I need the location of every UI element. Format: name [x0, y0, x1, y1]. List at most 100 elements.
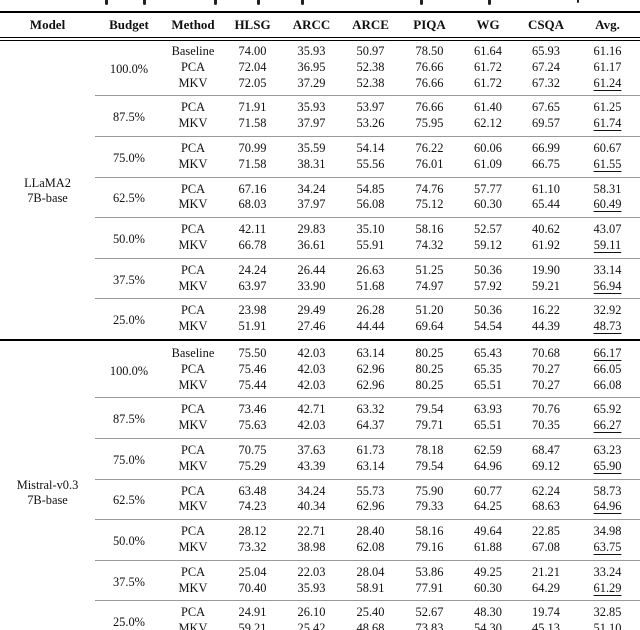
- score-piqa: 79.71: [415, 418, 444, 433]
- score-avg: 56.94: [575, 279, 640, 299]
- score-csqa: 70.68: [517, 338, 575, 362]
- score-avg: 32.85: [575, 600, 640, 622]
- score-hlsg: 51.91: [238, 319, 267, 334]
- score-arcc: 37.97: [297, 116, 326, 131]
- score-arcc: 35.93: [297, 580, 326, 595]
- score-wg: 60.30: [474, 197, 502, 212]
- score-piqa: 79.54: [415, 458, 444, 473]
- score-csqa: 67.08: [532, 539, 560, 554]
- budget-value: 50.0%: [95, 217, 163, 259]
- table-row: 75.0% PCA 70.99 35.59 54.14 76.22 60.06 66.99 60…: [0, 135, 640, 178]
- score-wg: 62.59: [459, 437, 517, 459]
- column-header-model: Model: [0, 12, 95, 41]
- score-piqa: 51.20: [400, 298, 459, 320]
- score-csqa: 22.85: [517, 519, 575, 540]
- score-arce: 61.73: [341, 437, 400, 459]
- model-name-line1: Mistral-v0.3: [16, 477, 79, 492]
- score-arcc: 42.03: [297, 418, 326, 433]
- score-wg: 65.43: [459, 338, 517, 362]
- column-header-arcc: ARCC: [282, 12, 341, 41]
- score-wg: 61.64: [474, 44, 502, 58]
- score-avg-underlined: 66.17: [593, 345, 622, 360]
- score-arce: 50.97: [356, 44, 385, 58]
- table-body: LLaMA2 7B-base 100.0% Baseline 74.00 35.93 50.…: [0, 39, 640, 630]
- score-avg: 60.49: [575, 197, 640, 217]
- table-row: 50.0% PCA 42.11 29.83 35.10 58.16 52.57 40.62 43…: [0, 217, 640, 259]
- score-hlsg: 75.50: [223, 338, 282, 362]
- table-row: MKV 66.78 36.61 55.91 74.32 59.12 61.92 59.11: [0, 238, 640, 258]
- table-row: 62.5% PCA 63.48 34.24 55.73 75.90 60.77 62.24 58…: [0, 478, 640, 520]
- method-label: MKV: [178, 621, 208, 630]
- column-header-hlsg: HLSG: [223, 12, 282, 41]
- score-wg: 54.54: [474, 319, 502, 334]
- method-label: MKV: [178, 197, 208, 212]
- score-piqa: 79.16: [415, 539, 444, 554]
- score-hlsg: 68.03: [238, 197, 267, 212]
- score-piqa: 76.66: [415, 75, 444, 90]
- score-wg: 57.77: [459, 176, 517, 198]
- score-avg: 59.11: [575, 238, 640, 258]
- method-label: PCA: [163, 478, 223, 500]
- score-wg: 49.64: [459, 519, 517, 540]
- score-piqa: 76.01: [415, 156, 444, 171]
- score-arce: 63.32: [341, 397, 400, 419]
- score-avg: 65.90: [575, 459, 640, 479]
- score-arcc: 29.83: [282, 217, 341, 238]
- column-header-budget: Budget: [95, 12, 163, 41]
- method-label: PCA: [163, 559, 223, 581]
- score-arce: 62.96: [356, 499, 385, 514]
- budget-value: 37.5%: [95, 559, 163, 601]
- score-hlsg: 59.21: [238, 621, 267, 630]
- score-arcc: 38.98: [297, 539, 326, 554]
- method-label: MKV: [178, 75, 208, 90]
- score-piqa: 76.22: [400, 135, 459, 157]
- score-piqa: 75.90: [400, 478, 459, 500]
- score-csqa: 59.21: [532, 278, 560, 293]
- score-csqa: 67.24: [532, 59, 560, 74]
- model-name: LLaMA2 7B-base: [0, 39, 95, 340]
- method-label: MKV: [178, 580, 208, 595]
- score-wg: 65.51: [474, 418, 502, 433]
- score-arcc: 34.24: [282, 478, 341, 500]
- table-row: MKV 63.97 33.90 51.68 74.97 57.92 59.21 56.94: [0, 279, 640, 299]
- score-arce: 44.44: [356, 319, 385, 334]
- score-arcc: 37.29: [297, 75, 326, 90]
- score-avg: 61.29: [575, 581, 640, 601]
- score-csqa: 64.29: [532, 580, 560, 595]
- score-wg: 60.06: [459, 135, 517, 157]
- score-piqa: 80.25: [415, 361, 444, 376]
- score-wg: 57.92: [474, 278, 502, 293]
- score-csqa: 16.22: [517, 298, 575, 320]
- table-row: 25.0% PCA 24.91 26.10 25.40 52.67 48.30 19.74 32…: [0, 600, 640, 630]
- score-avg-underlined: 59.11: [593, 237, 622, 252]
- score-avg: 66.08: [593, 377, 622, 392]
- score-csqa: 70.27: [532, 361, 560, 376]
- column-header-csqa: CSQA: [517, 12, 575, 41]
- score-wg: 61.09: [474, 156, 502, 171]
- score-avg-underlined: 63.75: [593, 539, 622, 554]
- score-arce: 26.63: [341, 257, 400, 279]
- score-piqa: 73.83: [415, 621, 444, 630]
- score-csqa: 65.93: [532, 44, 560, 58]
- score-arce: 56.08: [356, 197, 385, 212]
- score-arce: 62.08: [356, 539, 385, 554]
- score-avg: 66.05: [593, 361, 622, 376]
- method-label: Baseline: [163, 338, 223, 362]
- column-header-method: Method: [163, 12, 223, 41]
- score-arcc: 34.24: [282, 176, 341, 198]
- table-row: 75.0% PCA 70.75 37.63 61.73 78.18 62.59 68.47 63…: [0, 437, 640, 480]
- score-hlsg: 75.63: [238, 418, 267, 433]
- score-avg: 61.17: [593, 59, 622, 74]
- method-label: PCA: [163, 257, 223, 279]
- score-wg: 65.51: [474, 377, 502, 392]
- score-arce: 55.73: [341, 478, 400, 500]
- score-piqa: 74.97: [415, 278, 444, 293]
- score-avg-underlined: 60.49: [593, 197, 622, 212]
- method-label: PCA: [163, 437, 223, 459]
- score-arce: 62.96: [356, 377, 385, 392]
- score-piqa: 77.91: [415, 580, 444, 595]
- table-row: 37.5% PCA 24.24 26.44 26.63 51.25 50.36 19.90 33…: [0, 257, 640, 299]
- score-csqa: 69.12: [532, 458, 560, 473]
- score-piqa: 76.66: [400, 95, 459, 117]
- score-avg: 32.92: [575, 298, 640, 320]
